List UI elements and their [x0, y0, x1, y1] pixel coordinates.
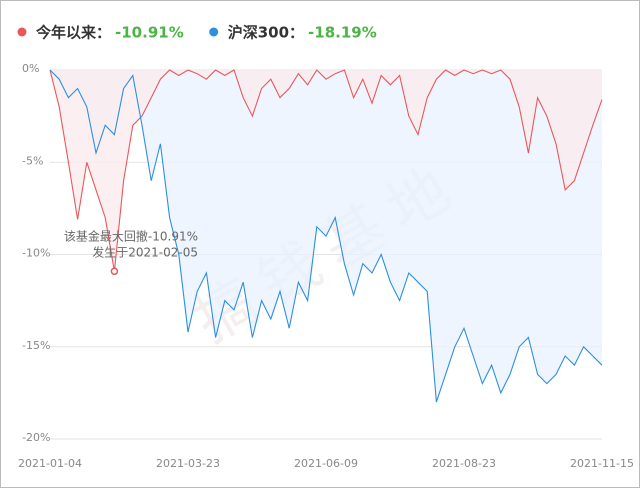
y-tick-label: -15% [22, 339, 50, 352]
y-tick-label: 0% [22, 62, 39, 75]
x-tick-label: 2021-11-15 [570, 457, 634, 470]
x-tick-label: 2021-06-09 [294, 457, 358, 470]
annotation: 发生于2021-02-05 [92, 245, 198, 260]
line [49, 69, 603, 272]
y-tick-label: -10% [22, 247, 50, 260]
x-tick-label: 2021-01-04 [18, 457, 82, 470]
legend-value: -18.19% [308, 24, 377, 42]
area [50, 70, 602, 272]
legend-name: 沪深300： [228, 24, 304, 42]
legend-value: -10.91% [115, 24, 184, 42]
legend-name: 今年以来： [35, 24, 111, 42]
annotation: 该基金最大回撤-10.91% [64, 229, 198, 244]
x-tick-label: 2021-08-23 [432, 457, 496, 470]
x-tick-label: 2021-03-23 [156, 457, 220, 470]
drawdown-marker [110, 267, 119, 276]
legend-dot [209, 27, 219, 37]
y-tick-label: -20% [22, 431, 50, 444]
legend-dot [17, 27, 27, 37]
line [49, 69, 603, 403]
y-tick-label: -5% [22, 154, 43, 167]
